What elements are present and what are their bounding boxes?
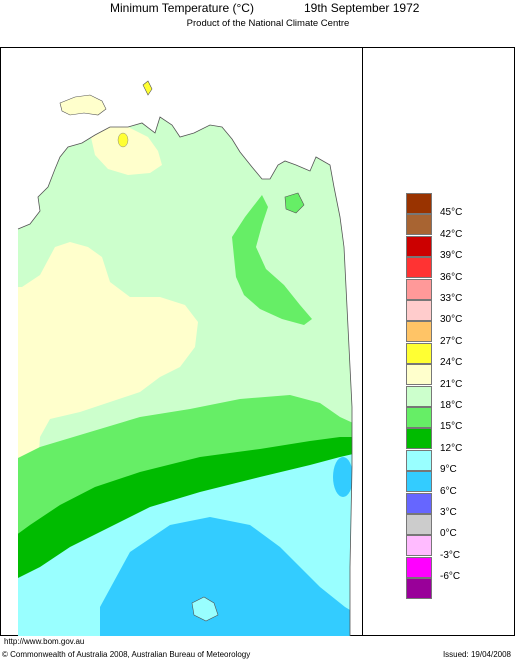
legend-swatch: [406, 364, 432, 386]
legend-swatch: [406, 321, 432, 343]
legend-swatch: [406, 514, 432, 535]
map-divider: [362, 47, 363, 636]
legend-label: 33°C: [440, 293, 463, 304]
legend-swatch: [406, 428, 432, 450]
copyright-text: © Commonwealth of Australia 2008, Austra…: [2, 650, 251, 659]
legend-label: 39°C: [440, 250, 463, 262]
legend-label: 9°C: [440, 464, 457, 476]
legend-label: 6°C: [440, 485, 457, 497]
legend-label: 3°C: [440, 507, 457, 518]
legend-label: 0°C: [440, 528, 457, 540]
legend-swatch: [406, 235, 432, 257]
map-subtitle: Product of the National Climate Centre: [186, 18, 350, 29]
legend-label: 18°C: [440, 400, 463, 411]
legend-swatch: [406, 535, 432, 557]
source-url[interactable]: http://www.bom.gov.au: [4, 637, 85, 646]
legend-label: 12°C: [440, 442, 463, 454]
legend-label: 15°C: [440, 421, 463, 433]
legend-swatch: [406, 300, 432, 321]
legend-swatch: [406, 449, 432, 471]
legend-label: 21°C: [440, 378, 463, 390]
legend-label: 30°C: [440, 314, 463, 326]
legend-swatch: [406, 193, 432, 214]
legend-swatch: [406, 214, 432, 236]
temperature-map: [17, 80, 353, 636]
legend-swatch: [406, 278, 432, 300]
legend-label: 42°C: [440, 228, 463, 240]
title-text: Minimum Temperature (°C): [110, 1, 254, 15]
map-title: Minimum Temperature (°C) 19th September …: [0, 0, 516, 20]
legend-swatch: [406, 578, 432, 600]
legend-swatch: [406, 407, 432, 428]
legend-label: 45°C: [440, 207, 463, 219]
legend-swatch: [406, 257, 432, 279]
legend-label: 36°C: [440, 271, 463, 283]
legend-label: 27°C: [440, 335, 463, 347]
issued-date: Issued: 19/04/2008: [442, 650, 511, 659]
legend-swatch: [406, 342, 432, 364]
legend-swatch: [406, 556, 432, 578]
legend-label: 24°C: [440, 357, 463, 369]
legend-swatch: [406, 471, 432, 493]
legend-swatch: [406, 385, 432, 407]
title-date: 19th September 1972: [304, 1, 420, 15]
legend-label: -6°C: [440, 571, 461, 583]
legend-label: -3°C: [440, 549, 461, 561]
legend-swatch: [406, 492, 432, 514]
